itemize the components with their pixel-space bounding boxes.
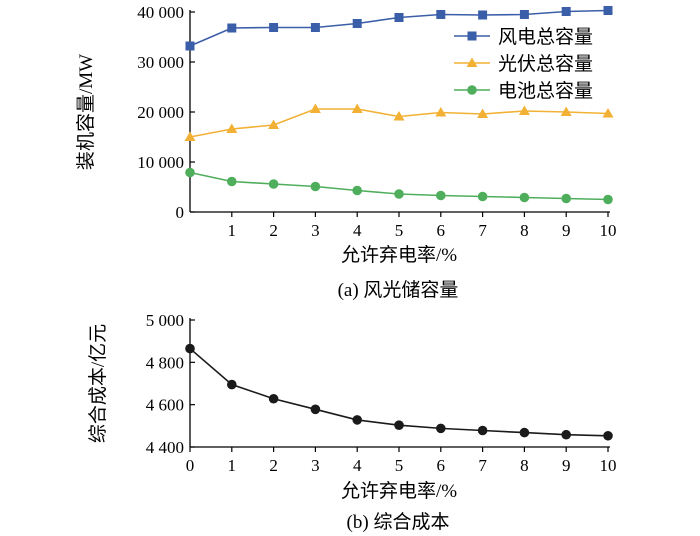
- x-tick-label: 4: [353, 221, 362, 240]
- data-point-series-0: [519, 10, 529, 19]
- data-point-series-1: [268, 119, 280, 129]
- data-point-series-0: [227, 379, 237, 390]
- data-point-series-0: [477, 425, 488, 436]
- x-axis-title: 允许弃电率/%: [341, 480, 457, 502]
- data-point-series-1: [309, 103, 321, 113]
- x-tick-label: 10: [600, 221, 617, 240]
- data-point-series-1: [560, 106, 572, 116]
- x-tick-label: 1: [228, 221, 237, 240]
- legend-label: 风电总容量: [498, 26, 593, 48]
- data-point-series-0: [436, 423, 446, 434]
- y-tick-label: 4 600: [146, 396, 184, 415]
- data-point-series-0: [436, 10, 446, 19]
- data-point-series-2: [352, 185, 363, 196]
- y-tick-label: 5 000: [146, 311, 184, 330]
- x-tick-label: 9: [562, 456, 571, 475]
- data-point-series-2: [436, 190, 446, 201]
- data-point-series-2: [519, 192, 530, 203]
- x-tick-label: 5: [395, 456, 404, 475]
- data-point-series-1: [435, 107, 447, 117]
- y-axis-title: 装机容量/MW: [75, 54, 97, 170]
- x-tick-label: 6: [437, 456, 446, 475]
- data-point-series-1: [351, 103, 363, 113]
- x-tick-label: 4: [353, 456, 362, 475]
- data-point-series-0: [561, 429, 571, 440]
- data-point-series-1: [226, 123, 238, 133]
- x-axis-title: 允许弃电率/%: [341, 244, 457, 266]
- data-point-series-0: [185, 41, 195, 51]
- y-tick-label: 0: [176, 203, 185, 222]
- data-point-series-0: [352, 19, 362, 28]
- data-point-series-0: [310, 404, 321, 415]
- data-point-series-2: [477, 191, 488, 202]
- data-point-series-0: [352, 415, 363, 425]
- data-point-series-0: [394, 420, 404, 430]
- legend-label: 光伏总容量: [498, 53, 593, 75]
- chart-caption: (b) 综合成本: [347, 511, 450, 533]
- x-tick-label: 7: [478, 221, 487, 240]
- data-point-series-2: [268, 179, 279, 189]
- x-tick-label: 0: [186, 456, 195, 475]
- x-tick-label: 7: [478, 456, 487, 475]
- y-axis-title: 综合成本/亿元: [87, 324, 109, 443]
- data-point-series-1: [602, 108, 614, 118]
- data-point-series-1: [477, 108, 489, 118]
- data-point-series-2: [561, 193, 571, 204]
- data-point-series-2: [185, 167, 195, 178]
- y-tick-label: 4 800: [146, 353, 184, 372]
- legend-label: 电池总容量: [498, 80, 593, 102]
- data-point-series-0: [310, 23, 320, 32]
- chart-b-cost: 4 400 4 600 4 800 5 000 0 1 2 3 4 5 6 7 8 9 10 允许弃电率/% 综…: [87, 311, 617, 533]
- data-point-series-1: [518, 105, 530, 115]
- x-tick-label: 3: [311, 456, 320, 475]
- data-point-series-0: [478, 10, 488, 20]
- data-point-series-2: [394, 189, 404, 199]
- data-point-series-0: [185, 343, 195, 354]
- x-tick-label: 9: [562, 221, 571, 240]
- data-point-series-0: [269, 23, 279, 32]
- data-point-series-2: [603, 194, 613, 205]
- x-tick-label: 8: [520, 221, 529, 240]
- x-tick-label: 1: [228, 456, 237, 475]
- x-tick-label: 5: [395, 221, 404, 240]
- x-tick-label: 6: [437, 221, 446, 240]
- data-point-series-2: [310, 181, 321, 192]
- data-point-series-2: [227, 176, 237, 187]
- legend-marker: [467, 31, 477, 41]
- y-tick-label: 30 000: [137, 53, 184, 72]
- x-tick-label: 2: [269, 221, 278, 240]
- data-point-series-1: [184, 131, 196, 141]
- data-point-series-0: [603, 6, 613, 15]
- data-point-series-1: [393, 111, 405, 121]
- y-tick-label: 20 000: [137, 103, 184, 122]
- chart-a-capacity: 0 10 000 20 000 30 000 40 000 1 2 3 4 5 6 7 8 9 10 允许弃电…: [75, 3, 617, 301]
- data-point-series-0: [519, 427, 530, 438]
- y-tick-label: 10 000: [137, 153, 184, 172]
- data-point-series-0: [603, 430, 613, 441]
- legend-marker: [466, 57, 478, 67]
- data-point-series-0: [561, 7, 571, 16]
- x-tick-label: 3: [311, 221, 320, 240]
- x-tick-label: 2: [269, 456, 278, 475]
- data-point-series-0: [394, 13, 404, 22]
- y-tick-label: 4 400: [146, 438, 184, 457]
- y-tick-label: 40 000: [137, 3, 184, 22]
- x-tick-label: 10: [600, 456, 617, 475]
- legend-marker: [467, 85, 477, 95]
- x-tick-label: 8: [520, 456, 529, 475]
- data-point-series-0: [268, 393, 279, 404]
- data-point-series-0: [227, 23, 237, 33]
- chart-caption: (a) 风光储容量: [338, 279, 459, 301]
